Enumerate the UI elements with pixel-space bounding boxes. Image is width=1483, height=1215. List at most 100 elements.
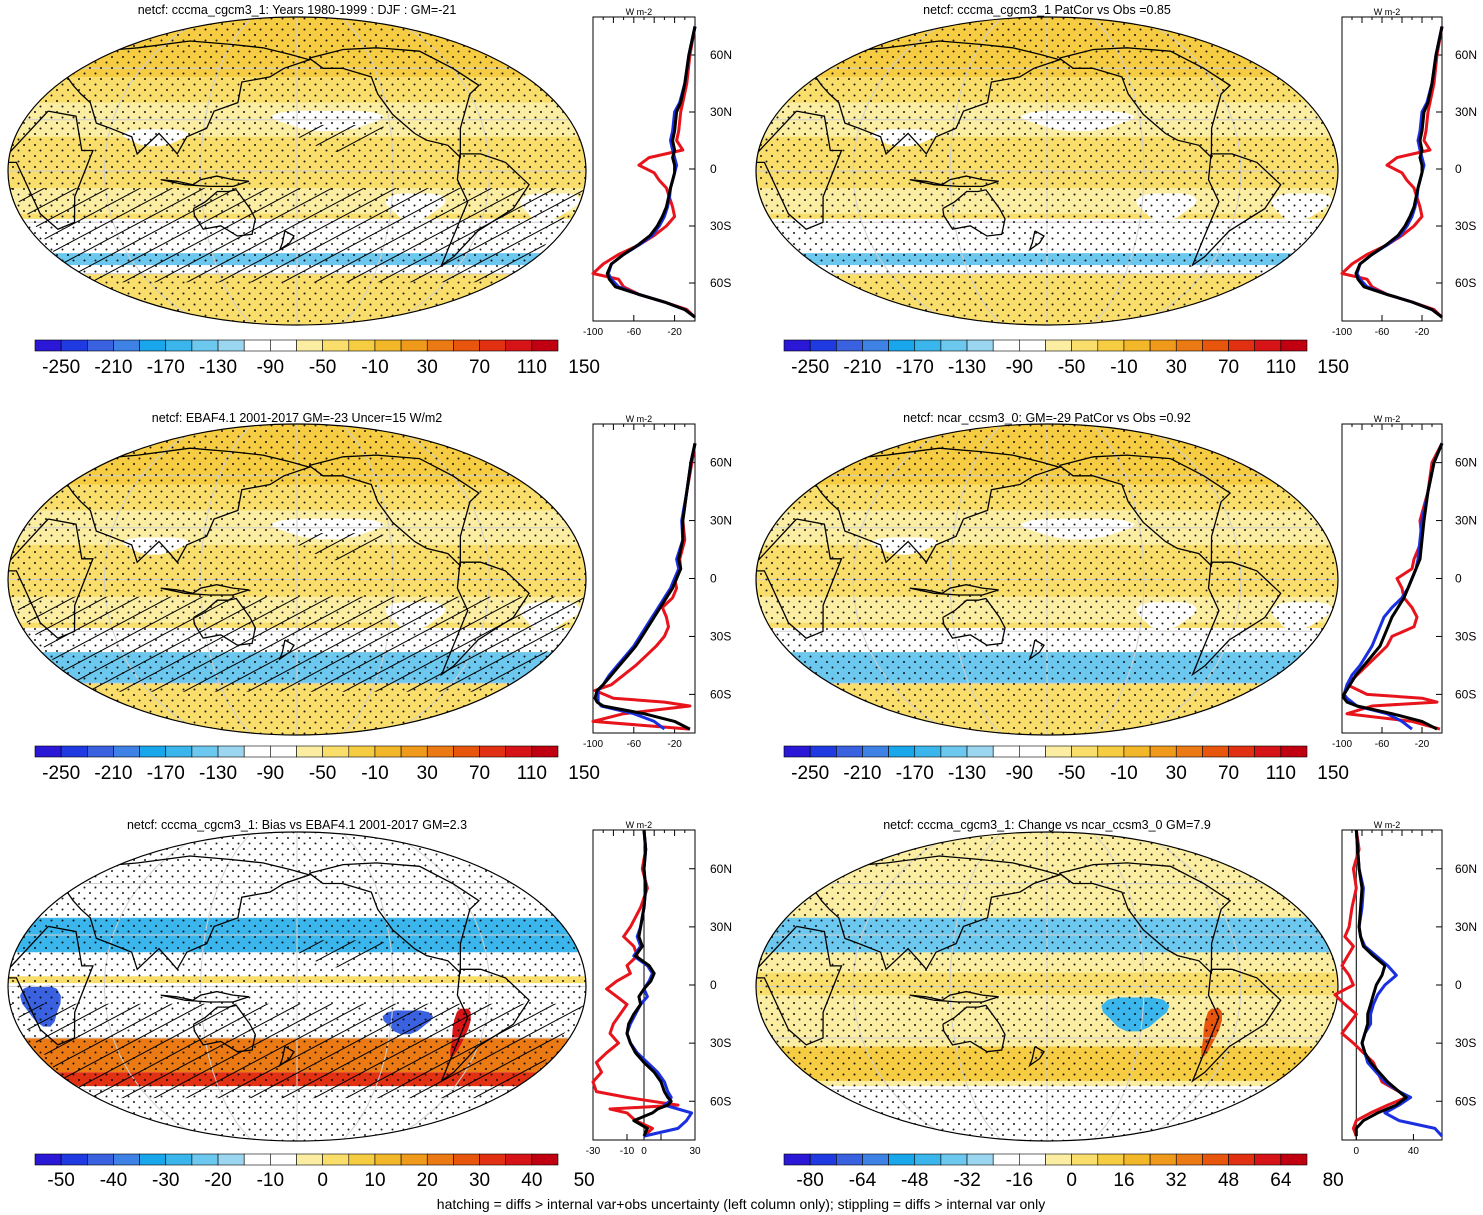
colorbar-swatch: [374, 745, 402, 758]
colorbar-label: 30: [1166, 357, 1187, 378]
colorbar-label: -10: [1110, 763, 1137, 784]
coastline: [756, 518, 843, 639]
panel-title: netcf: cccma_cgcm3_1: Bias vs EBAF4.1 20…: [127, 818, 467, 832]
zonal-lat-label: 60N: [710, 456, 732, 470]
hatching-pacific: [294, 124, 394, 152]
colorbar-swatch: [940, 1153, 968, 1166]
coastline: [756, 925, 843, 1046]
colorbar-swatch: [322, 745, 350, 758]
zonal-unit: W m-2: [626, 7, 653, 17]
zonal-lat-label: 30N: [710, 105, 732, 119]
zonal-profile: W m-2 60N 30N 0 30S 60S 0 40: [1333, 820, 1477, 1157]
stippling: [756, 424, 1338, 735]
zonal-series-black: [605, 26, 697, 319]
colorbar-swatch: [348, 745, 376, 758]
zonal-series-red: [1333, 829, 1408, 1137]
colorbar-swatch: [505, 339, 533, 352]
colorbar-swatch: [862, 339, 889, 352]
hatching-pacific: [294, 940, 394, 968]
coastline: [1058, 47, 1232, 159]
coastline: [440, 561, 530, 677]
zonal-profile: W m-2 60N 30N 0 30S 60S -100 -60 -20: [583, 414, 732, 750]
colorbar-swatch: [888, 745, 916, 758]
zonal-x-label: -20: [667, 739, 682, 750]
colorbar-label: -48: [901, 1170, 928, 1191]
colorbar-label: 64: [1270, 1170, 1292, 1191]
colorbar-label: 30: [417, 357, 438, 378]
stippling: [756, 17, 1338, 325]
colorbar-swatch: [992, 339, 1020, 352]
colorbar-swatch: [1045, 745, 1072, 758]
colorbar-swatch: [191, 745, 219, 758]
zonal-series-blue: [596, 442, 697, 731]
colorbar-swatch: [966, 339, 994, 352]
colorbar-label: 70: [1218, 357, 1239, 378]
zonal-lat-label: 60N: [1455, 48, 1477, 62]
zonal-x-label: -20: [1415, 739, 1430, 750]
zonal-unit: W m-2: [1374, 820, 1401, 830]
coastline: [1058, 454, 1232, 568]
colorbar-swatch: [348, 339, 376, 352]
zonal-lat-label: 30N: [710, 514, 732, 528]
colorbar-swatch: [139, 745, 167, 758]
colorbar-swatch: [243, 745, 271, 758]
colorbar-label: -90: [1006, 357, 1033, 378]
colorbar: -50 -40 -30 -20 -10 0 10 20 30 40 50: [34, 1153, 595, 1191]
zonal-x-label: -100: [1332, 327, 1352, 338]
colorbar-swatch: [479, 339, 506, 352]
colorbar-swatch: [217, 1153, 245, 1166]
colorbar-swatch: [165, 339, 193, 352]
colorbar-swatch: [426, 339, 454, 352]
colorbar-swatch: [1254, 745, 1282, 758]
map-field: [756, 424, 1338, 735]
colorbar-swatch: [191, 1153, 219, 1166]
colorbar-swatch: [374, 339, 402, 352]
zonal-lat-label: 60S: [710, 687, 731, 701]
panel-3: netcf: EBAF4.1 2001-2017 GM=-23 Uncer=15…: [7, 411, 732, 784]
colorbar-label: -50: [309, 357, 336, 378]
colorbar-label: 50: [574, 1170, 595, 1191]
colorbar-swatch: [1097, 339, 1125, 352]
zonal-lat-label: 30N: [1455, 514, 1477, 528]
coastline: [8, 518, 94, 639]
colorbar-swatch: [992, 1153, 1020, 1166]
colorbar-swatch: [113, 1153, 140, 1166]
colorbar-label: 150: [568, 763, 600, 784]
map-field: [8, 17, 586, 325]
zonal-lat-label: 60S: [1455, 276, 1476, 290]
coastline: [160, 990, 250, 1003]
zonal-lat-label: 30S: [710, 1036, 731, 1050]
colorbar-swatch: [1123, 745, 1151, 758]
zonal-series-black: [625, 829, 673, 1137]
colorbar-swatch: [1045, 1153, 1072, 1166]
zonal-profile: W m-2 60N 30N 0 30S 60S -100 -60 -20: [583, 7, 732, 338]
colorbar-swatch: [113, 745, 140, 758]
zonal-series-black: [593, 442, 697, 731]
colorbar-swatch: [1254, 1153, 1282, 1166]
zonal-series-blue: [625, 829, 694, 1138]
colorbar-swatch: [400, 1153, 428, 1166]
coastline: [66, 855, 312, 971]
colorbar-swatch: [1202, 1153, 1229, 1166]
colorbar-swatch: [1175, 339, 1203, 352]
coastline: [1191, 153, 1282, 267]
colorbar-swatch: [296, 1153, 323, 1166]
colorbar-label: -16: [1006, 1170, 1033, 1191]
panel-title: netcf: ncar_ccsm3_0: GM=-29 PatCor vs Ob…: [903, 411, 1191, 425]
colorbar-swatch: [783, 339, 811, 352]
zonal-lat-label: 60N: [1455, 456, 1477, 470]
zonal-lat-label: 60S: [1455, 1094, 1476, 1108]
colorbar-swatch: [1202, 339, 1229, 352]
hatching-south: [9, 596, 585, 692]
map-border: [7, 831, 587, 1142]
zonal-unit: W m-2: [626, 414, 653, 424]
zonal-unit: W m-2: [1374, 7, 1401, 17]
colorbar-label: -32: [953, 1170, 980, 1191]
zonal-lat-label: 60N: [710, 48, 732, 62]
coastline: [8, 110, 94, 230]
colorbar-label: -170: [147, 357, 185, 378]
colorbar-label: -50: [1058, 357, 1085, 378]
coastline: [942, 597, 1006, 646]
colorbar-label: -90: [1006, 763, 1033, 784]
zonal-x-label: -100: [583, 327, 603, 338]
